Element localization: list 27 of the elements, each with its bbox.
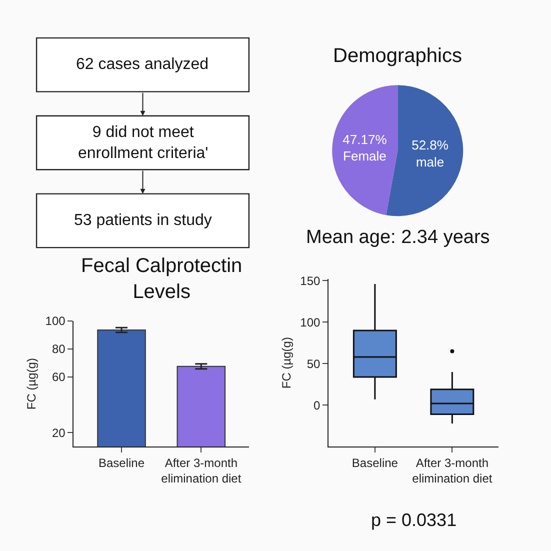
- data-label: 52.8%: [412, 138, 449, 153]
- text: p = 0.0331: [371, 510, 457, 530]
- y-axis-title: FC (µg(g): [279, 337, 294, 389]
- y-tick-label: 20: [52, 426, 66, 440]
- y-tick-label: 0: [314, 398, 321, 412]
- chart-title: Fecal Calprotectin Levels: [81, 255, 242, 303]
- chart-title: Demographics: [333, 45, 462, 67]
- slice-label: Female: [343, 148, 386, 164]
- text: 9 did not meet enrollment criteria': [78, 124, 208, 162]
- x-tick-label: After 3-month elimination diet: [412, 456, 493, 486]
- text: 62 cases analyzed: [76, 56, 209, 73]
- text: 53 patients in study: [74, 212, 212, 229]
- x-tick-label: After 3-month elimination diet: [161, 456, 242, 486]
- y-tick-label: 50: [306, 356, 321, 371]
- y-tick-label: 60: [52, 370, 66, 384]
- pie-slice: [332, 85, 398, 216]
- y-tick-label: 150: [300, 274, 321, 288]
- y-tick-label: 100: [300, 315, 321, 330]
- pie-slice: [386, 85, 464, 216]
- data-label: 47.17%: [342, 132, 388, 147]
- x-tick-label: Baseline: [352, 456, 398, 470]
- y-axis-title: FC (µg(g): [24, 358, 39, 410]
- x-tick-label: Baseline: [98, 456, 145, 470]
- y-tick-label: 80: [52, 342, 66, 356]
- y-tick-label: 100: [45, 314, 66, 328]
- text: Mean age: 2.34 years: [306, 227, 490, 248]
- slice-label: male: [416, 154, 444, 170]
